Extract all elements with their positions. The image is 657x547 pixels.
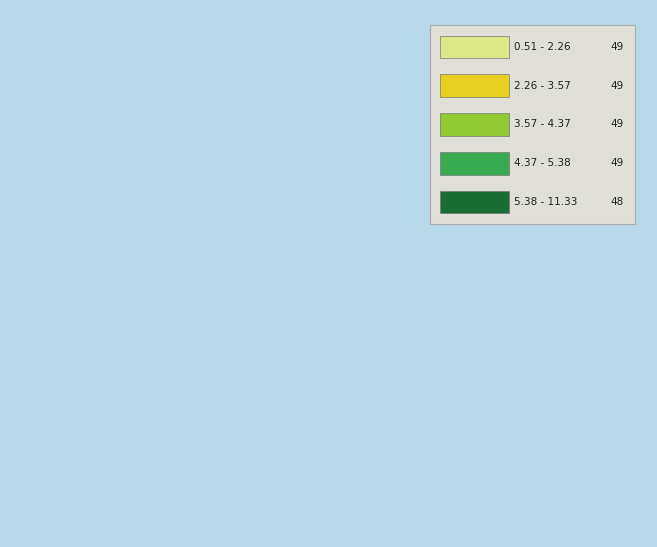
Text: 4.37 - 5.38: 4.37 - 5.38 [514, 158, 571, 168]
Text: 49: 49 [611, 42, 624, 52]
Text: 49: 49 [611, 80, 624, 91]
Text: 5.38 - 11.33: 5.38 - 11.33 [514, 197, 578, 207]
Text: 2.26 - 3.57: 2.26 - 3.57 [514, 80, 571, 91]
Text: 49: 49 [611, 158, 624, 168]
Text: 49: 49 [611, 119, 624, 130]
Text: 0.51 - 2.26: 0.51 - 2.26 [514, 42, 571, 52]
Text: 48: 48 [611, 197, 624, 207]
Text: 3.57 - 4.37: 3.57 - 4.37 [514, 119, 571, 130]
